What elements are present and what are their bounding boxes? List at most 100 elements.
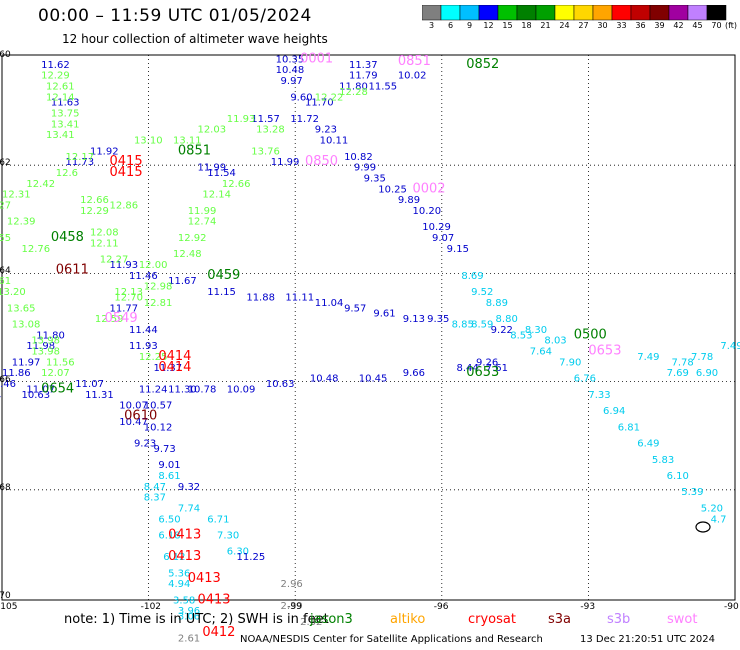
mission-legend-item: s3b (607, 612, 631, 627)
pass-time-label: 0001 (300, 51, 333, 66)
wave-height-value: 12.48 (173, 249, 202, 260)
wave-height-value: 12.92 (178, 233, 207, 244)
pass-time-label: 0851 (398, 54, 431, 69)
mission-legend-item: jason3 (310, 612, 353, 627)
pass-time-label: 0412 (202, 625, 235, 640)
wave-height-value: 8.47 (144, 482, 166, 493)
wave-height-value: 8.80 (496, 314, 518, 325)
wave-height-value: 10.29 (422, 222, 451, 233)
colorbar-unit: (ft) (724, 21, 738, 30)
wave-height-value: 8.61 (158, 471, 180, 482)
wave-height-value: 12.39 (7, 217, 36, 228)
wave-height-value: 10.63 (266, 379, 295, 390)
colorbar-tick-label: 15 (502, 21, 513, 30)
wave-height-value: 11.62 (41, 60, 70, 71)
wave-height-value: 12.42 (26, 179, 55, 190)
pass-time-label: 0610 (124, 408, 157, 423)
wave-height-value: 10.09 (227, 384, 256, 395)
wave-height-value: 11.72 (290, 114, 319, 125)
wave-height-value: 10.02 (398, 71, 427, 82)
pass-time-label: 0611 (56, 262, 89, 277)
wave-height-value: 9.99 (354, 163, 376, 174)
colorbar-swatch (478, 5, 499, 21)
wave-height-tracks: 11.6211.6311.9211.7311.9311.4611.7711.44… (0, 54, 740, 644)
latitude-tick-label: -70 (0, 591, 11, 601)
wave-height-value: 7.64 (530, 347, 552, 358)
wave-height-value: 11.93 (227, 114, 256, 125)
wave-height-value: 10.11 (320, 136, 349, 147)
wave-height-value: 9.07 (432, 233, 454, 244)
wave-height-value: 11.11 (285, 292, 314, 303)
wave-height-value: 9.73 (153, 444, 175, 455)
wave-height-value: 9.22 (491, 325, 513, 336)
wave-height-value: 7.78 (671, 357, 693, 368)
wave-height-value: 9.32 (178, 482, 200, 493)
pass-time-label: 0413 (197, 592, 230, 607)
latitude-tick-label: -66 (0, 374, 11, 385)
wave-height-value: 7.90 (559, 357, 581, 368)
wave-height-value: 11.92 (90, 146, 119, 157)
wave-height-value: 12.74 (188, 217, 217, 228)
wave-height-value: 9.23 (134, 439, 156, 450)
wave-height-value: 12.25 (139, 352, 168, 363)
wave-height-value: 11.97 (12, 357, 41, 368)
colorbar (422, 5, 727, 21)
wave-height-value: 10.82 (344, 152, 373, 163)
wave-height-value: 10.25 (378, 184, 407, 195)
colorbar-tick-label: 24 (559, 21, 570, 30)
wave-height-value: 13.28 (256, 125, 285, 136)
wave-height-value: 11.30 (168, 384, 197, 395)
wave-height-value: 12.00 (139, 260, 168, 271)
wave-height-value: 7.30 (217, 530, 239, 541)
wave-height-value: 12.17 (66, 152, 95, 163)
wave-height-value: 10.48 (276, 65, 305, 76)
wave-height-value: 10.46 (0, 379, 16, 390)
page-title: 00:00 – 11:59 UTC 01/05/2024 (38, 6, 312, 26)
colorbar-tick-label: 70 (711, 21, 722, 30)
colorbar-swatch (687, 5, 708, 21)
wave-height-value: 11.93 (110, 260, 139, 271)
mission-legend-item: swot (667, 612, 698, 627)
wave-height-value: 11.98 (26, 341, 55, 352)
wave-height-value: 6.90 (696, 368, 718, 379)
longitude-tick-label: -90 (724, 602, 739, 612)
wave-height-value: 12.66 (80, 195, 109, 206)
wave-height-value: 12.14 (202, 190, 231, 201)
wave-height-value: 10.87 (0, 395, 1, 406)
wave-height-value: 10.63 (22, 390, 51, 401)
wave-height-value: 7.33 (588, 390, 610, 401)
wave-height-value: 12.11 (90, 238, 119, 249)
mission-legend-item: s3a (548, 612, 572, 627)
colorbar-swatch (535, 5, 556, 21)
wave-height-value: 11.56 (46, 357, 75, 368)
wave-height-value: 11.99 (271, 157, 300, 168)
pass-time-label: 0002 (412, 181, 445, 196)
wave-height-value: 11.99 (188, 206, 217, 217)
wave-height-value: 12.59 (95, 314, 124, 325)
wave-height-value: 2.96 (281, 579, 303, 590)
colorbar-tick-label: 18 (521, 21, 532, 30)
pass-time-label: 0414 (158, 360, 191, 375)
colorbar-swatch (611, 5, 632, 21)
wave-height-value: 2.32 (300, 617, 322, 628)
wave-height-value: 11.99 (197, 163, 226, 174)
pass-time-label: 0459 (207, 268, 240, 283)
wave-height-value: 12.29 (41, 71, 70, 82)
wave-height-value: 3.96 (178, 606, 200, 617)
colorbar-tick-label: 12 (483, 21, 494, 30)
wave-height-value: 11.93 (129, 341, 158, 352)
wave-height-value: 11.73 (66, 157, 95, 168)
colorbar-tick-label: 39 (654, 21, 665, 30)
wave-height-value: 11.25 (237, 552, 266, 563)
wave-height-value: 9.89 (398, 195, 420, 206)
wave-height-value: 8.89 (486, 298, 508, 309)
wave-height-value: 11.88 (246, 292, 275, 303)
wave-height-value: 10.07 (119, 401, 148, 412)
wave-height-value: 13.76 (251, 146, 280, 157)
colorbar-tick-label: 3 (428, 21, 435, 30)
colorbar-tick-label: 9 (466, 21, 473, 30)
mission-legend-item: cryosat (468, 612, 516, 627)
wave-height-value: 12.66 (222, 179, 251, 190)
pass-time-label: 0500 (574, 327, 607, 342)
wave-height-value: 6.50 (158, 514, 180, 525)
